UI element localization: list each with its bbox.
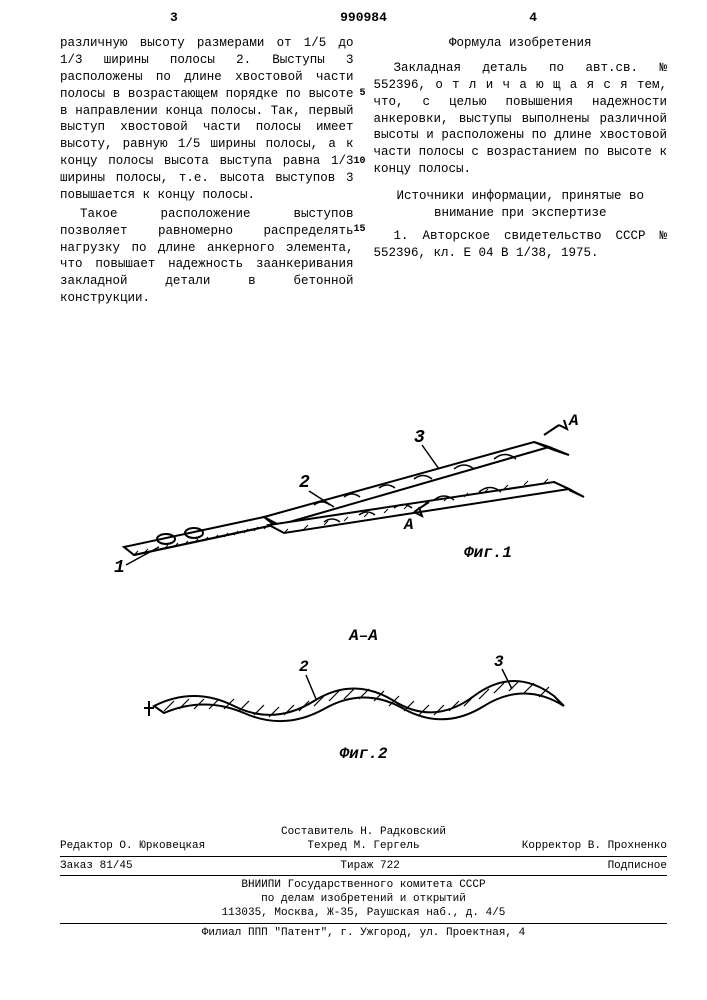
address2: Филиал ППП "Патент", г. Ужгород, ул. Про… xyxy=(60,926,667,940)
figure-1-svg: А А 1 2 3 Фиг.1 xyxy=(104,347,624,597)
figure-area: А А 1 2 3 Фиг.1 А–А xyxy=(60,347,667,763)
sources-title: Источники информации, принятые во вниман… xyxy=(374,188,668,222)
callout-3-fig1: 3 xyxy=(414,428,425,448)
left-para-2: Такое расположение выступов позволяет ра… xyxy=(60,206,354,307)
corrector: Корректор В. Прохненко xyxy=(522,839,667,853)
page-number-left: 3 xyxy=(170,10,178,25)
address1: 113035, Москва, Ж-35, Раушская наб., д. … xyxy=(60,906,667,920)
right-column: Формула изобретения Закладная деталь по … xyxy=(374,35,668,307)
callout-2-fig1: 2 xyxy=(299,473,310,493)
tirazh: Тираж 722 xyxy=(340,859,399,873)
source-1: 1. Авторское свидетельство СССР № 552396… xyxy=(374,228,668,262)
callout-1: 1 xyxy=(114,558,125,578)
callout-2-fig2: 2 xyxy=(299,658,309,676)
left-column: 5 10 15 различную высоту размерами от 1/… xyxy=(60,35,354,307)
podpisnoe: Подписное xyxy=(608,859,667,873)
left-para-1: различную высоту размерами от 1/5 до 1/3… xyxy=(60,35,354,204)
patent-number: 990984 xyxy=(340,10,387,25)
editor: Редактор О. Юрковецкая xyxy=(60,839,205,853)
fig1-label: Фиг.1 xyxy=(464,544,512,562)
org2: по делам изобретений и открытий xyxy=(60,892,667,906)
callout-3-fig2: 3 xyxy=(494,653,504,671)
line-number-15: 15 xyxy=(353,223,365,237)
order: Заказ 81/45 xyxy=(60,859,133,873)
section-mark-a-top: А xyxy=(568,412,579,430)
text-columns: 5 10 15 различную высоту размерами от 1/… xyxy=(60,35,667,307)
line-number-5: 5 xyxy=(359,87,365,101)
footer-block: Составитель Н. Радковский Редактор О. Юр… xyxy=(60,825,667,940)
page-header: 3 990984 4 xyxy=(60,10,667,30)
right-para-1: Закладная деталь по авт.св. № 552396, о … xyxy=(374,60,668,178)
page-number-right: 4 xyxy=(529,10,537,25)
section-aa-label: А–А xyxy=(60,627,667,645)
section-mark-a-bottom: А xyxy=(403,516,414,534)
fig2-label: Фиг.2 xyxy=(60,745,667,763)
techred: Техред М. Гергель xyxy=(307,839,419,853)
figure-2-svg: 2 3 xyxy=(134,651,594,741)
line-number-10: 10 xyxy=(353,155,365,169)
org1: ВНИИПИ Государственного комитета СССР xyxy=(60,878,667,892)
compiler: Составитель Н. Радковский xyxy=(60,825,667,839)
formula-title: Формула изобретения xyxy=(374,35,668,52)
